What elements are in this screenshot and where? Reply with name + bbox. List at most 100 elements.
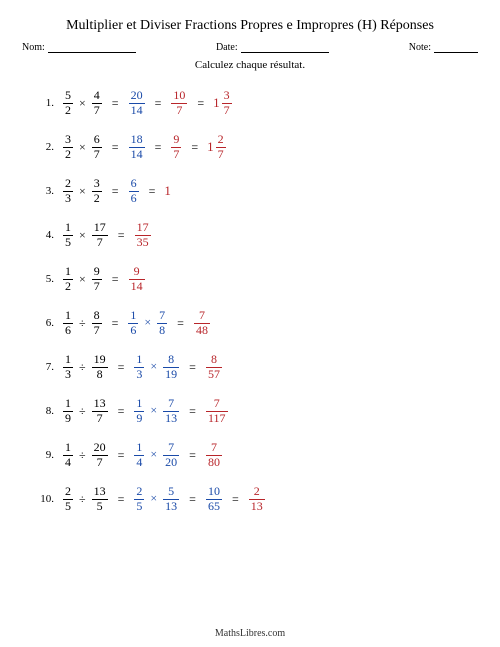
denominator: 2: [63, 148, 73, 161]
numerator: 1: [63, 309, 73, 322]
numerator: 7: [157, 309, 167, 322]
operator: ×: [150, 403, 157, 417]
numerator: 1: [63, 397, 73, 410]
denominator: 4: [63, 456, 73, 469]
fraction: 47: [92, 89, 102, 116]
fraction: 513: [163, 485, 179, 512]
equals: =: [197, 96, 204, 111]
equals: =: [112, 184, 119, 199]
fraction: 7117: [206, 397, 228, 424]
problem-row: 9.14÷207=14×720=780: [36, 433, 478, 477]
numerator: 7: [212, 397, 222, 410]
equals: =: [155, 96, 162, 111]
operator: ×: [79, 184, 86, 199]
numerator: 17: [135, 221, 151, 234]
denominator: 2: [92, 192, 102, 205]
equals: =: [118, 448, 125, 463]
fraction: 16: [128, 309, 138, 336]
numerator: 2: [63, 177, 73, 190]
denominator: 7: [92, 148, 102, 161]
operator: ×: [79, 96, 86, 111]
denominator: 9: [63, 412, 73, 425]
numerator: 1: [134, 397, 144, 410]
fraction: 137: [92, 397, 108, 424]
equals: =: [155, 140, 162, 155]
fraction: 97: [92, 265, 102, 292]
operator: ÷: [79, 492, 86, 507]
fraction: 32: [63, 133, 73, 160]
fraction: 23: [63, 177, 73, 204]
fraction: 15: [63, 221, 73, 248]
fraction: 135: [92, 485, 108, 512]
fraction: 107: [171, 89, 187, 116]
denominator: 7: [216, 148, 226, 161]
problem-number: 9.: [36, 449, 54, 461]
instruction: Calculez chaque résultat.: [22, 59, 478, 71]
numerator: 8: [209, 353, 219, 366]
denominator: 20: [163, 456, 179, 469]
denominator: 19: [163, 368, 179, 381]
expression: 19×713: [133, 397, 180, 424]
problem-number: 7.: [36, 361, 54, 373]
problems-list: 1.52×47=2014=107=1372.32×67=1814=97=1273…: [22, 81, 478, 521]
expression: 16×78: [127, 309, 168, 336]
fraction: 1065: [206, 485, 222, 512]
problem-number: 6.: [36, 317, 54, 329]
name-blank[interactable]: [48, 42, 136, 53]
operator: ×: [150, 491, 157, 505]
problem-row: 6.16÷87=16×78=748: [36, 301, 478, 345]
denominator: 3: [63, 192, 73, 205]
numerator: 13: [92, 485, 108, 498]
fraction: 66: [129, 177, 139, 204]
numerator: 6: [129, 177, 139, 190]
expression: 14×720: [133, 441, 180, 468]
problem-number: 10.: [36, 493, 54, 505]
fraction: 780: [206, 441, 222, 468]
denominator: 7: [95, 236, 105, 249]
denominator: 48: [194, 324, 210, 337]
equals: =: [189, 448, 196, 463]
equals: =: [112, 140, 119, 155]
denominator: 117: [206, 412, 228, 425]
problem-row: 5.12×97=914: [36, 257, 478, 301]
denominator: 2: [63, 104, 73, 117]
fraction: 87: [92, 309, 102, 336]
fraction: 52: [63, 89, 73, 116]
denominator: 6: [129, 192, 139, 205]
denominator: 14: [129, 148, 145, 161]
fraction: 19: [63, 397, 73, 424]
fraction: 713: [163, 397, 179, 424]
problem-number: 1.: [36, 97, 54, 109]
numerator: 3: [92, 177, 102, 190]
denominator: 4: [134, 456, 144, 469]
date-blank[interactable]: [241, 42, 329, 53]
denominator: 7: [92, 324, 102, 337]
numerator: 4: [92, 89, 102, 102]
numerator: 3: [63, 133, 73, 146]
whole-part: 1: [207, 139, 214, 155]
fraction: 207: [92, 441, 108, 468]
fraction: 37: [222, 89, 232, 116]
equals: =: [189, 492, 196, 507]
numerator: 6: [92, 133, 102, 146]
denominator: 5: [134, 500, 144, 513]
equals: =: [118, 404, 125, 419]
denominator: 13: [249, 500, 265, 513]
operator: ×: [79, 272, 86, 287]
fraction: 857: [206, 353, 222, 380]
numerator: 10: [206, 485, 222, 498]
name-field: Nom:: [22, 42, 136, 53]
numerator: 7: [209, 441, 219, 454]
fraction: 78: [157, 309, 167, 336]
note-blank[interactable]: [434, 42, 478, 53]
fraction: 27: [216, 133, 226, 160]
fraction: 14: [63, 441, 73, 468]
denominator: 13: [163, 412, 179, 425]
denominator: 3: [134, 368, 144, 381]
numerator: 20: [92, 441, 108, 454]
fraction: 1735: [135, 221, 151, 248]
denominator: 8: [95, 368, 105, 381]
numerator: 5: [166, 485, 176, 498]
fraction: 914: [129, 265, 145, 292]
numerator: 17: [92, 221, 108, 234]
